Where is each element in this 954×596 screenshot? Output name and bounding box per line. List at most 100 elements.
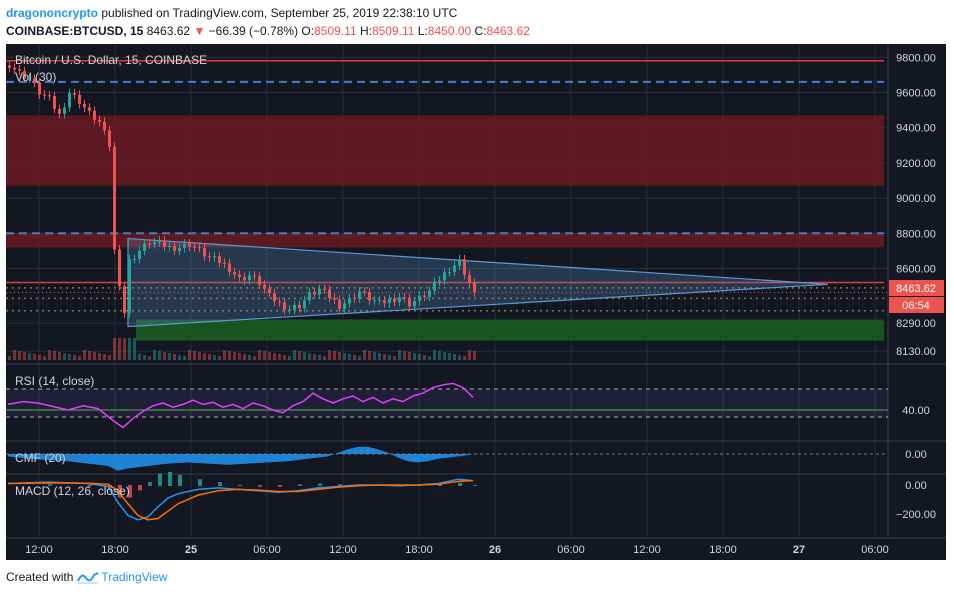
candle-body bbox=[38, 82, 41, 95]
volume-bar bbox=[293, 350, 296, 360]
volume-bar bbox=[238, 353, 241, 360]
candle-body bbox=[253, 275, 256, 277]
chart-canvas[interactable]: 12:00 18:00 25 06:00 12:00 18:00 26 06:00 12:00 1… bbox=[6, 44, 946, 560]
open-value: 8509.11 bbox=[314, 24, 357, 38]
volume-bar bbox=[248, 355, 251, 360]
cmf-tick-label: 0.00 bbox=[905, 449, 926, 461]
y-tick-label: 9400.00 bbox=[896, 123, 936, 135]
candle-body bbox=[263, 284, 266, 289]
high-value: 8509.11 bbox=[371, 24, 415, 38]
candle-body bbox=[313, 292, 316, 295]
x-tick-label: 26 bbox=[489, 544, 501, 556]
macd-histogram-bar bbox=[158, 473, 162, 486]
candle-body bbox=[438, 280, 441, 282]
macd-histogram-bar bbox=[238, 485, 242, 486]
candle-body bbox=[293, 305, 296, 310]
down-arrow-icon: ▼ bbox=[193, 24, 206, 38]
candle-body bbox=[98, 120, 101, 122]
y-tick-label: 9600.00 bbox=[896, 87, 936, 99]
macd-histogram-bar bbox=[318, 483, 322, 486]
candle-body bbox=[178, 248, 181, 251]
rsi-band-fill bbox=[6, 389, 888, 417]
candle-body bbox=[243, 276, 246, 281]
volume-bar bbox=[28, 353, 31, 360]
macd-histogram-bar bbox=[298, 484, 302, 486]
volume-bar bbox=[383, 354, 386, 360]
candle-body bbox=[363, 291, 366, 293]
countdown-badge-text: 06:54 bbox=[902, 300, 930, 312]
volume-bar bbox=[188, 350, 191, 360]
chart-marks bbox=[6, 60, 888, 521]
candle-body bbox=[308, 292, 311, 301]
volume-bar bbox=[233, 352, 236, 360]
candle-body bbox=[193, 246, 196, 248]
publish-line: dragononcrypto published on TradingView.… bbox=[6, 4, 946, 22]
close-label: C: bbox=[474, 24, 487, 38]
volume-bar bbox=[278, 354, 281, 360]
price-zones bbox=[6, 60, 884, 341]
volume-bar bbox=[333, 351, 336, 360]
volume-bar bbox=[138, 354, 141, 360]
volume-bar bbox=[168, 353, 171, 360]
volume-bar bbox=[323, 356, 326, 360]
volume-bar bbox=[223, 350, 226, 360]
candle-body bbox=[183, 243, 186, 249]
volume-bar bbox=[103, 354, 106, 360]
volume-bar bbox=[33, 354, 36, 360]
candle-body bbox=[218, 256, 221, 263]
candle-body bbox=[213, 256, 216, 258]
volume-bar bbox=[198, 352, 201, 360]
volume-bar bbox=[363, 350, 366, 360]
candle-body bbox=[343, 303, 346, 309]
x-tick-label: 06:00 bbox=[253, 544, 281, 556]
candle-body bbox=[413, 301, 416, 307]
volume-bar bbox=[303, 352, 306, 360]
volume-bar bbox=[428, 356, 431, 360]
x-tick-label: 06:00 bbox=[861, 544, 889, 556]
macd-histogram-bar bbox=[178, 474, 182, 486]
candle-body bbox=[83, 104, 86, 108]
volume-bar bbox=[443, 352, 446, 360]
candle-body bbox=[248, 275, 251, 281]
volume-bar bbox=[73, 355, 76, 360]
candle-body bbox=[473, 282, 476, 293]
volume-bar bbox=[388, 355, 391, 360]
volume-bar bbox=[318, 355, 321, 360]
volume-bar bbox=[423, 355, 426, 360]
macd-histogram-bar bbox=[88, 485, 92, 487]
macd-histogram-bar bbox=[338, 484, 342, 486]
macd-tick-label: 0.00 bbox=[905, 480, 926, 492]
volume-bar bbox=[348, 354, 351, 360]
volume-bar bbox=[68, 354, 71, 360]
low-label: L: bbox=[417, 24, 428, 38]
x-tick-label: 12:00 bbox=[25, 544, 53, 556]
tradingview-brand[interactable]: TradingView bbox=[77, 570, 167, 584]
volume-bar bbox=[158, 351, 161, 360]
volume-bar bbox=[313, 354, 316, 360]
candle-body bbox=[108, 130, 111, 147]
author-link[interactable]: dragononcrypto bbox=[6, 6, 98, 20]
volume-bar bbox=[13, 350, 16, 360]
tradingview-brand-text: TradingView bbox=[101, 570, 168, 584]
y-tick-label: 8290.00 bbox=[896, 318, 936, 330]
volume-bar bbox=[268, 352, 271, 360]
macd-signal-line bbox=[7, 479, 474, 521]
volume-bar bbox=[433, 350, 436, 360]
x-tick-label: 18:00 bbox=[101, 544, 129, 556]
rsi-label: RSI (14, close) bbox=[15, 374, 94, 388]
y-tick-label: 8600.00 bbox=[896, 263, 936, 275]
candle-body bbox=[143, 243, 146, 251]
macd-histogram-bar bbox=[198, 479, 202, 486]
candle-body bbox=[33, 78, 36, 83]
symbol-label: COINBASE:BTCUSD, 15 bbox=[6, 24, 144, 38]
footer: Created with TradingView bbox=[6, 570, 167, 584]
candle-body bbox=[303, 300, 306, 309]
volume-bar bbox=[173, 354, 176, 360]
volume-bar bbox=[358, 356, 361, 360]
close-value: 8463.62 bbox=[486, 24, 530, 38]
rsi-line bbox=[7, 382, 474, 429]
macd-histogram-bar bbox=[108, 485, 112, 489]
candle-body bbox=[433, 281, 436, 291]
chart-svg[interactable]: 12:00 18:00 25 06:00 12:00 18:00 26 06:00 12:00 1… bbox=[6, 44, 946, 560]
volume-bar bbox=[308, 353, 311, 360]
